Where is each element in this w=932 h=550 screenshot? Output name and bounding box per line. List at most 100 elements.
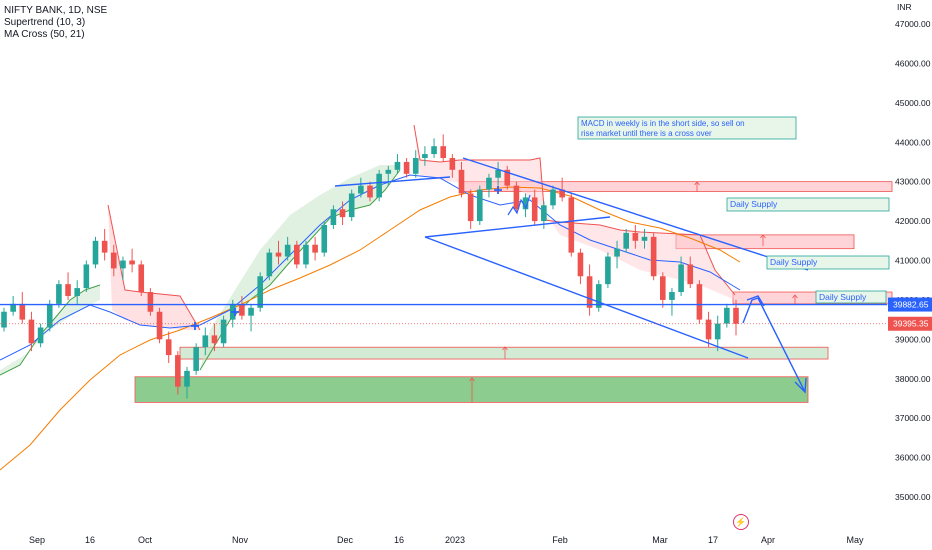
x-tick-label: Mar [652, 535, 668, 545]
candle [486, 173, 492, 198]
horizontal-line-price-tag [888, 297, 932, 312]
candle-body [458, 169, 465, 194]
candle-body [348, 193, 355, 218]
candle [467, 189, 474, 229]
candle-body [202, 335, 209, 348]
y-tick-label: 47000.00 [895, 19, 931, 29]
x-tick-label: Apr [761, 535, 775, 545]
candle-body [312, 244, 318, 253]
candle-body [449, 158, 456, 170]
supertrend-up-line-1 [199, 169, 401, 371]
last-price-tag [888, 316, 932, 331]
x-tick-label: Nov [232, 535, 249, 545]
candle-body [257, 276, 263, 308]
candle [92, 236, 99, 269]
candle-body [586, 276, 593, 308]
demand-zone-small [179, 346, 829, 360]
y-tick-label: 41000.00 [895, 256, 931, 266]
candle [156, 307, 163, 344]
candle [650, 232, 657, 281]
x-tick-label: 17 [708, 535, 718, 545]
candle-body [605, 256, 611, 285]
candle-body [28, 319, 35, 344]
ma-cross-marker [191, 322, 199, 330]
candle-body [367, 185, 373, 198]
candle [568, 193, 575, 257]
zone-label-box [726, 197, 890, 212]
candle [632, 225, 639, 249]
candle [74, 280, 80, 304]
candle-body [541, 205, 547, 222]
y-tick-label: 35000.00 [895, 492, 931, 502]
candle-body [714, 323, 721, 340]
candle-body [120, 260, 126, 269]
candle-body [321, 225, 328, 253]
candle-body [531, 197, 538, 222]
supertrend-down-band-2 [414, 125, 735, 300]
zone-label-box [815, 290, 887, 304]
candle-body [74, 288, 80, 296]
candle [348, 189, 355, 222]
candle [687, 256, 694, 289]
candle-body [687, 264, 694, 285]
y-tick-label: 42000.00 [895, 216, 931, 226]
candle-body [669, 292, 675, 300]
candle [312, 236, 318, 261]
ma-cross-label: MA Cross (50, 21) [4, 29, 85, 40]
candle-body [577, 252, 584, 277]
x-tick-label: Sep [29, 535, 45, 545]
candle-body [403, 161, 410, 174]
candle-body [156, 311, 163, 340]
candle-body [330, 209, 337, 226]
candle-body [559, 189, 565, 198]
candle [586, 264, 593, 316]
candle-body [641, 236, 648, 241]
candle [257, 272, 263, 312]
candle-body [504, 169, 511, 186]
candle [184, 366, 190, 399]
ma-cross-marker [494, 186, 502, 194]
candle [303, 240, 309, 269]
candle-body [284, 244, 291, 257]
candle-body [467, 193, 474, 222]
candle [147, 288, 154, 316]
candle-body [175, 355, 181, 387]
chart-legend: NIFTY BANK, 1D, NSE Supertrend (10, 3) M… [4, 5, 107, 41]
candle-body [220, 319, 227, 344]
price-axis-bg [887, 0, 932, 550]
supertrend-up-line-0 [0, 284, 101, 376]
candle [449, 154, 456, 178]
candle [1, 307, 7, 332]
candle [641, 228, 648, 249]
candle-body [1, 311, 7, 328]
candle-body [10, 303, 16, 312]
candle-body [101, 240, 108, 253]
candle-body [193, 347, 199, 371]
candle [403, 158, 410, 178]
candle [294, 240, 300, 269]
candle [120, 256, 126, 281]
candle [531, 189, 538, 226]
y-tick-label: 43000.00 [895, 177, 931, 187]
ma-cross-marker [231, 308, 239, 316]
candle-body [696, 284, 703, 320]
candle [477, 185, 483, 226]
candle-body [165, 339, 172, 356]
candle [111, 244, 117, 277]
ma-21-line [0, 174, 741, 361]
x-tick-label: May [846, 535, 864, 545]
candle-body [138, 264, 145, 293]
candle-body [46, 303, 53, 328]
y-tick-label: 46000.00 [895, 58, 931, 68]
candle [330, 205, 337, 229]
candle-body [522, 197, 529, 210]
candle [10, 295, 16, 316]
candle-body [650, 236, 657, 277]
candle [202, 327, 209, 356]
candle-body [660, 276, 666, 300]
candle [504, 165, 511, 190]
candle-body [294, 244, 300, 265]
candle [266, 248, 273, 281]
